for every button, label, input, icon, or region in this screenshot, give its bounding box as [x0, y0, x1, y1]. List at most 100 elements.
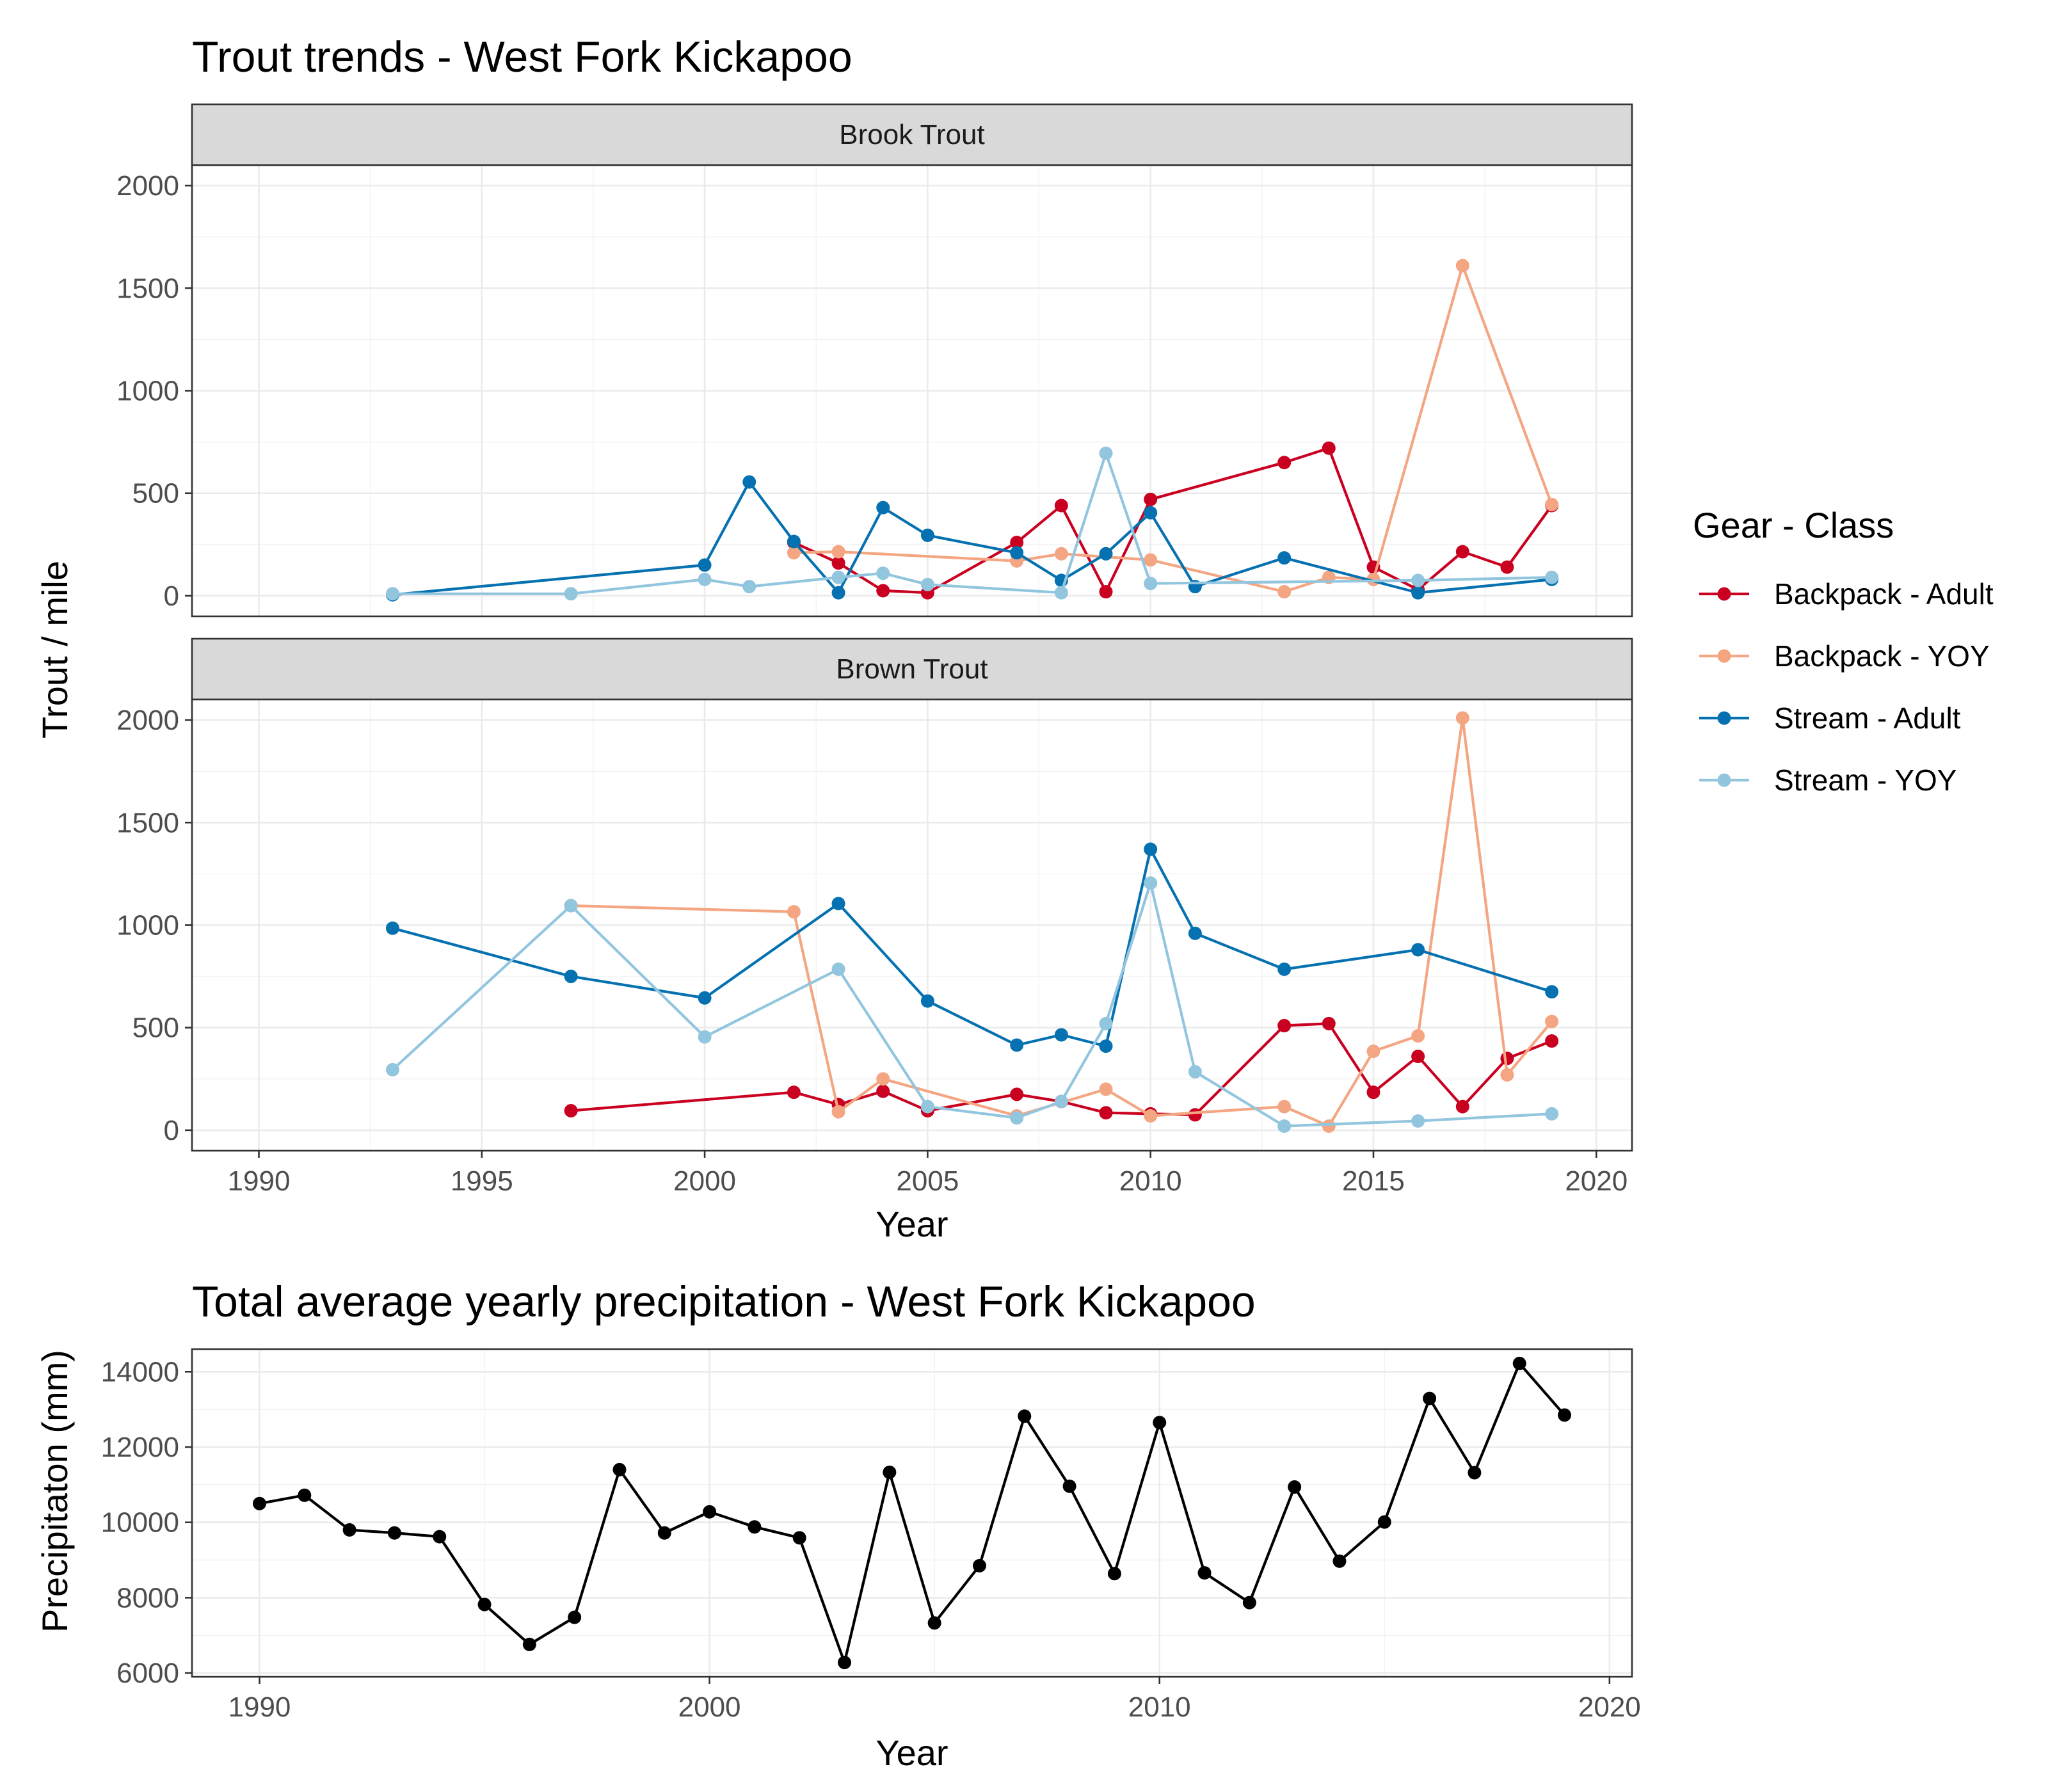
data-point-brown-trout-stream-yoy: [920, 1100, 934, 1114]
precipitation-point: [342, 1523, 356, 1537]
data-point-brown-trout-backpack-adult: [876, 1084, 890, 1098]
legend: Gear - Class Backpack - Adult Backpack - …: [1693, 505, 1994, 797]
y-tick-label: 1500: [116, 273, 179, 304]
trout-x-axis: 1990 1995 2000 2005 2010 2015 2020: [228, 1151, 1628, 1197]
precipitation-point: [972, 1558, 986, 1572]
precipitation-point: [1423, 1391, 1437, 1405]
precipitation-point: [703, 1505, 717, 1519]
data-point-brown-trout-backpack-adult: [1322, 1016, 1336, 1030]
data-point-brook-trout-stream-yoy: [876, 566, 890, 580]
y-tick-label: 6000: [116, 1658, 179, 1689]
y-tick-label: 0: [164, 1115, 179, 1146]
y-tick-label: 8000: [116, 1582, 179, 1613]
data-point-brown-trout-stream-yoy: [1099, 1016, 1113, 1030]
data-point-brown-trout-stream-yoy: [1188, 1065, 1202, 1079]
data-point-brown-trout-stream-yoy: [698, 1030, 712, 1044]
trout-y-axis-title: Trout / mile: [35, 561, 75, 739]
precipitation-point: [927, 1616, 941, 1630]
data-point-brook-trout-stream-adult: [742, 475, 756, 489]
data-point-brook-trout-backpack-yoy: [1277, 585, 1292, 599]
data-point-brown-trout-backpack-adult: [1545, 1034, 1559, 1048]
data-point-brook-trout-backpack-yoy: [787, 546, 801, 560]
precipitation-point: [1332, 1554, 1347, 1568]
data-point-brook-trout-stream-adult: [1277, 551, 1292, 565]
data-point-brook-trout-stream-adult: [920, 528, 934, 542]
data-point-brook-trout-stream-yoy: [564, 587, 578, 601]
data-point-brook-trout-stream-adult: [1411, 586, 1425, 600]
legend-item-backpack-adult: Backpack - Adult: [1699, 577, 1994, 611]
data-point-brown-trout-stream-yoy: [385, 1062, 399, 1076]
y-tick-label: 10000: [101, 1507, 179, 1539]
legend-item-stream-yoy: Stream - YOY: [1699, 764, 1956, 797]
data-point-brook-trout-backpack-adult: [831, 556, 845, 570]
data-point-brook-trout-stream-yoy: [385, 587, 399, 601]
data-point-brook-trout-stream-yoy: [831, 570, 845, 584]
data-point-brook-trout-stream-adult: [876, 500, 890, 515]
series-line-brown-trout-backpack-yoy: [571, 716, 1553, 1128]
precipitation-line: [259, 1362, 1566, 1664]
data-point-brown-trout-backpack-adult: [1411, 1050, 1425, 1064]
data-point-brown-trout-stream-adult: [831, 897, 845, 911]
data-point-brown-trout-backpack-yoy: [1411, 1029, 1425, 1043]
precipitation-point: [1242, 1596, 1256, 1610]
y-tick-label: 1000: [116, 376, 179, 407]
data-point-brook-trout-stream-adult: [1099, 547, 1113, 561]
precipitation-point: [522, 1637, 536, 1651]
y-tick-label: 500: [132, 1012, 179, 1044]
trout-x-axis-title: Year: [876, 1204, 948, 1244]
precipitation-point: [1107, 1567, 1121, 1581]
precipitation-point: [477, 1597, 492, 1612]
facet-strip-brown-trout: [191, 637, 1633, 701]
panel-border: [191, 1348, 1633, 1678]
data-point-brook-trout-stream-yoy: [742, 580, 756, 594]
y-tick-label: 1500: [116, 807, 179, 838]
data-point-brown-trout-backpack-yoy: [1500, 1068, 1514, 1082]
panel-brown-trout: 0 500 1000 1500 2000: [116, 698, 1633, 1152]
data-point-brown-trout-backpack-yoy: [787, 905, 801, 919]
data-point-brown-trout-stream-yoy: [1010, 1111, 1024, 1125]
legend-title: Gear - Class: [1693, 505, 1894, 545]
data-point-brown-trout-backpack-adult: [1099, 1106, 1113, 1120]
x-tick-label: 1990: [228, 1165, 291, 1197]
facet-brook-trout: Brook Trout 0 500 1000 1500 2000: [116, 103, 1633, 618]
data-point-brown-trout-backpack-yoy: [1322, 1119, 1336, 1133]
data-point-brook-trout-backpack-adult: [1144, 492, 1158, 506]
y-tick-label: 12000: [101, 1432, 179, 1463]
precipitation-x-axis: 1990 2000 2010 2020: [228, 1677, 1641, 1723]
facet-brown-trout: Brown Trout 0 500 1000 1500 2000: [116, 637, 1633, 1152]
data-point-brown-trout-backpack-adult: [1188, 1108, 1202, 1122]
data-point-brown-trout-backpack-adult: [1500, 1052, 1514, 1066]
data-point-brown-trout-stream-yoy: [1144, 876, 1158, 890]
data-point-brook-trout-backpack-yoy: [1144, 553, 1158, 567]
data-point-brown-trout-stream-yoy: [1411, 1114, 1425, 1128]
precipitation-chart: Total average yearly precipitation - Wes…: [35, 1277, 1641, 1773]
legend-label: Backpack - YOY: [1774, 639, 1990, 673]
data-point-brook-trout-backpack-adult: [1010, 536, 1024, 550]
precipitation-point: [792, 1531, 806, 1545]
trout-chart-title: Trout trends - West Fork Kickapoo: [192, 33, 852, 81]
y-tick-label: 2000: [116, 170, 179, 202]
precipitation-y-axis-title: Precipitaton (mm): [35, 1350, 75, 1633]
data-point-brown-trout-stream-adult: [1054, 1028, 1068, 1042]
data-point-brown-trout-backpack-adult: [1455, 1100, 1469, 1114]
facet-label-brook-trout: Brook Trout: [839, 119, 984, 150]
legend-key-point: [1717, 711, 1731, 725]
data-point-brown-trout-stream-adult: [1411, 943, 1425, 957]
data-point-brown-trout-stream-adult: [1545, 985, 1559, 999]
data-point-brown-trout-stream-adult: [1144, 842, 1158, 856]
series-line-brook-trout-backpack-yoy: [794, 264, 1553, 593]
legend-label: Stream - YOY: [1774, 764, 1956, 797]
data-point-brown-trout-stream-yoy: [1054, 1094, 1068, 1108]
data-point-brook-trout-backpack-yoy: [1054, 547, 1068, 561]
x-tick-label: 2010: [1128, 1692, 1191, 1723]
precipitation-point: [1153, 1416, 1167, 1430]
precipitation-point: [1018, 1409, 1032, 1423]
x-tick-label: 2020: [1565, 1165, 1628, 1197]
precipitation-point: [748, 1520, 762, 1534]
panel-background: [192, 1349, 1632, 1677]
data-point-brown-trout-backpack-adult: [1277, 1019, 1292, 1033]
series-line-brook-trout-stream-yoy: [392, 452, 1552, 595]
data-point-brown-trout-backpack-adult: [1010, 1087, 1024, 1101]
data-point-brook-trout-stream-yoy: [920, 577, 934, 591]
